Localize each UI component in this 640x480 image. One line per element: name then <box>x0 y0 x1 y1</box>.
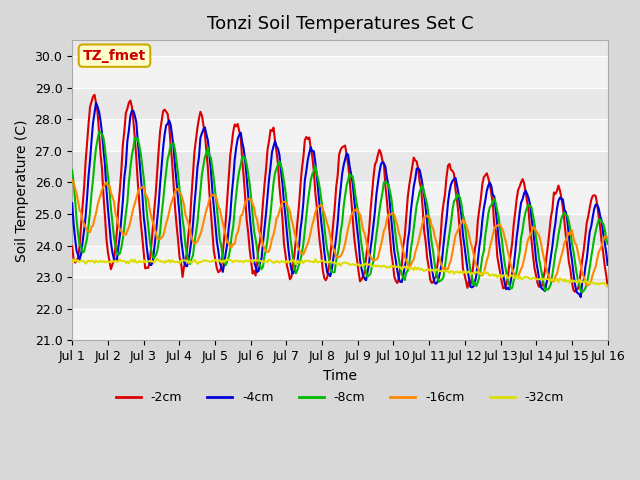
-32cm <box>256 258 264 264</box>
-2cm <box>136 200 143 205</box>
Bar <box>72 182 607 214</box>
-8cm <box>68 168 76 173</box>
Line: -4cm: -4cm <box>72 103 607 297</box>
-16cm <box>134 190 141 196</box>
-32cm <box>304 258 312 264</box>
-4cm <box>136 155 143 161</box>
-32cm <box>134 260 141 265</box>
-32cm <box>575 276 583 282</box>
-8cm <box>579 289 586 295</box>
-8cm <box>229 224 237 229</box>
-2cm <box>247 259 255 264</box>
-2cm <box>256 238 264 244</box>
-32cm <box>68 259 76 264</box>
-4cm <box>247 228 255 233</box>
-8cm <box>304 199 312 205</box>
Title: Tonzi Soil Temperatures Set C: Tonzi Soil Temperatures Set C <box>207 15 473 33</box>
-4cm <box>575 291 583 297</box>
-4cm <box>92 100 100 106</box>
-4cm <box>577 294 584 300</box>
-32cm <box>604 283 611 288</box>
Line: -8cm: -8cm <box>72 132 607 292</box>
-8cm <box>604 241 611 247</box>
-8cm <box>95 129 103 134</box>
-2cm <box>571 289 579 295</box>
-4cm <box>256 260 264 265</box>
-2cm <box>91 92 99 98</box>
-16cm <box>604 235 611 240</box>
-8cm <box>256 263 264 269</box>
-8cm <box>136 143 143 148</box>
Text: TZ_fmet: TZ_fmet <box>83 48 146 62</box>
-16cm <box>303 244 310 250</box>
-16cm <box>228 244 236 250</box>
-4cm <box>229 176 237 181</box>
-2cm <box>577 268 584 274</box>
Y-axis label: Soil Temperature (C): Soil Temperature (C) <box>15 119 29 262</box>
X-axis label: Time: Time <box>323 369 357 383</box>
-16cm <box>68 178 76 183</box>
-16cm <box>574 249 582 255</box>
Legend: -2cm, -4cm, -8cm, -16cm, -32cm: -2cm, -4cm, -8cm, -16cm, -32cm <box>111 386 569 409</box>
Bar <box>72 309 607 340</box>
Line: -2cm: -2cm <box>72 95 607 292</box>
-16cm <box>255 228 262 233</box>
-4cm <box>604 262 611 268</box>
-32cm <box>229 260 237 265</box>
-2cm <box>68 243 76 249</box>
-32cm <box>247 257 255 263</box>
-2cm <box>304 136 312 142</box>
-8cm <box>575 283 583 288</box>
-2cm <box>604 283 611 289</box>
-4cm <box>68 200 76 206</box>
Line: -16cm: -16cm <box>72 180 607 285</box>
-2cm <box>229 129 237 134</box>
Bar <box>72 56 607 87</box>
Bar <box>72 119 607 151</box>
Line: -32cm: -32cm <box>72 259 607 286</box>
-16cm <box>246 196 253 202</box>
-8cm <box>247 195 255 201</box>
Bar <box>72 246 607 277</box>
-16cm <box>584 282 592 288</box>
-32cm <box>154 256 161 262</box>
-4cm <box>304 157 312 163</box>
